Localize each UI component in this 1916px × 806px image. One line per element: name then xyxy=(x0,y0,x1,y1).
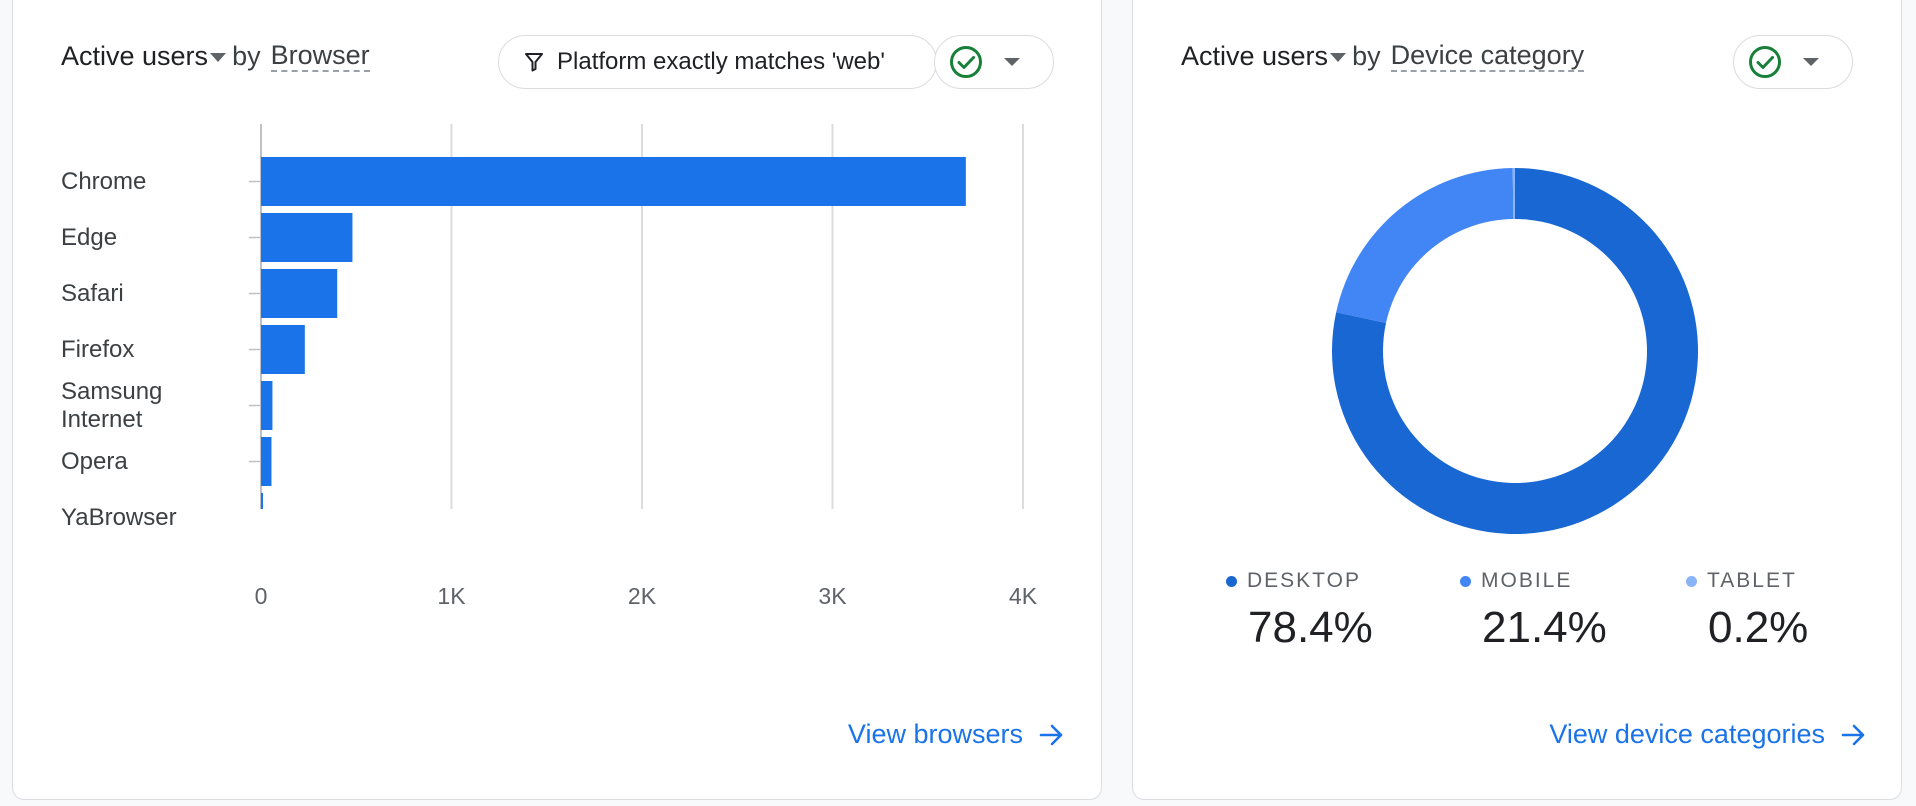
legend-item-desktop: DESKTOP 78.4% xyxy=(1226,569,1373,653)
bar-opera[interactable] xyxy=(261,437,272,486)
category-label: YaBrowser xyxy=(61,503,177,531)
check-circle-icon xyxy=(1749,46,1781,78)
category-label: Edge xyxy=(61,223,118,251)
dimension-selector[interactable]: Browser xyxy=(270,40,370,72)
legend-item-tablet: TABLET 0.2% xyxy=(1686,569,1808,653)
comparison-selector[interactable] xyxy=(1733,35,1853,89)
x-tick-label: 2K xyxy=(627,583,657,609)
x-tick-label: 1K xyxy=(437,583,466,609)
browser-card-title: Active users by Browser xyxy=(61,38,370,74)
bar-samsung-internet[interactable] xyxy=(261,381,273,430)
view-device-categories-link[interactable]: View device categories xyxy=(1549,719,1867,750)
filter-chip[interactable]: Platform exactly matches 'web' xyxy=(498,35,937,89)
caret-down-icon[interactable] xyxy=(1330,52,1347,62)
legend-value: 21.4% xyxy=(1482,603,1607,652)
bar-yabrowser[interactable] xyxy=(261,493,263,509)
legend-label: DESKTOP xyxy=(1247,569,1361,592)
category-label: Chrome xyxy=(61,167,147,195)
view-browsers-label: View browsers xyxy=(847,719,1023,749)
legend-label: TABLET xyxy=(1707,569,1797,592)
filter-chip-label: Platform exactly matches 'web' xyxy=(557,48,885,75)
device-card: Active users by Device category DESKTOP 7… xyxy=(1132,0,1902,800)
bar-firefox[interactable] xyxy=(261,325,305,374)
x-tick-label: 0 xyxy=(254,583,268,609)
device-card-title: Active users by Device category xyxy=(1181,38,1585,74)
x-tick-label: 4K xyxy=(1008,583,1038,609)
slice-tablet[interactable] xyxy=(1512,168,1515,220)
category-label: Samsung Internet xyxy=(61,377,163,433)
bar-safari[interactable] xyxy=(261,269,338,318)
comparison-selector[interactable] xyxy=(934,35,1054,89)
check-circle-icon xyxy=(950,46,982,78)
x-tick-label: 3K xyxy=(818,583,847,609)
chevron-down-icon xyxy=(1803,58,1819,66)
view-browsers-link[interactable]: View browsers xyxy=(848,719,1065,750)
bar-edge[interactable] xyxy=(261,213,353,262)
category-label: Opera xyxy=(61,447,128,475)
legend-label: MOBILE xyxy=(1481,569,1573,592)
legend-value: 0.2% xyxy=(1708,603,1809,652)
legend-dot xyxy=(1226,575,1237,587)
legend-dot xyxy=(1460,575,1471,587)
view-device-categories-label: View device categories xyxy=(1549,719,1825,749)
by-label: by xyxy=(1352,41,1381,71)
category-label: Safari xyxy=(61,279,124,307)
category-label: Firefox xyxy=(61,335,135,363)
filter-icon xyxy=(525,53,543,72)
arrow-right-icon xyxy=(1841,724,1865,745)
caret-down-icon[interactable] xyxy=(210,52,227,62)
device-donut-chart xyxy=(1332,168,1698,534)
legend-dot xyxy=(1686,575,1697,587)
browser-bar-chart xyxy=(249,124,1024,509)
metric-selector[interactable]: Active users xyxy=(61,41,209,71)
by-label: by xyxy=(232,41,261,71)
metric-selector[interactable]: Active users xyxy=(1181,41,1329,71)
arrow-right-icon xyxy=(1039,724,1063,745)
slice-mobile[interactable] xyxy=(1336,168,1514,324)
bar-chrome[interactable] xyxy=(261,157,966,206)
browser-card: Active users by Browser Platform exactly… xyxy=(12,0,1102,800)
chevron-down-icon xyxy=(1004,58,1020,66)
legend-item-mobile: MOBILE 21.4% xyxy=(1460,569,1607,653)
dimension-selector[interactable]: Device category xyxy=(1390,40,1585,72)
legend-value: 78.4% xyxy=(1248,603,1373,652)
